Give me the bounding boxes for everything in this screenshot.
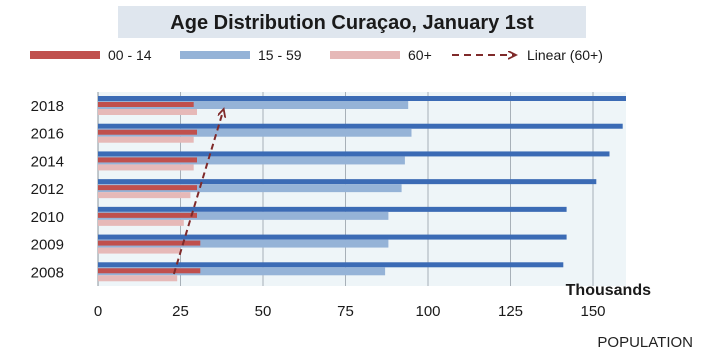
total-bar <box>98 123 623 129</box>
total-bar <box>98 262 564 268</box>
total-bar <box>98 234 567 240</box>
y-category-label: 2018 <box>31 98 64 115</box>
legend-swatch <box>180 51 250 59</box>
x-tick-label: 50 <box>255 303 272 320</box>
total-bar <box>98 96 626 101</box>
y-category-label: 2010 <box>31 209 64 226</box>
y-category-label: 2012 <box>31 181 64 198</box>
bar-00-14 <box>98 129 197 135</box>
bar-00-14 <box>98 212 197 218</box>
bar-15-59 <box>98 184 402 193</box>
bar-60-plus <box>98 219 184 226</box>
x-tick-label: 75 <box>337 303 354 320</box>
legend-label: Linear (60+) <box>527 47 603 63</box>
bar-60-plus <box>98 136 194 143</box>
legend-swatch <box>330 51 400 59</box>
bar-00-14 <box>98 268 201 274</box>
bar-60-plus <box>98 247 181 254</box>
bar-15-59 <box>98 239 389 248</box>
x-tick-label: 0 <box>94 303 102 320</box>
x-tick-label: 125 <box>498 303 523 320</box>
legend: 00 - 14 15 - 59 60+ Linear (60+) <box>30 47 603 63</box>
legend-label: 15 - 59 <box>258 47 302 63</box>
y-category-label: 2014 <box>31 153 64 170</box>
bar-00-14 <box>98 185 197 191</box>
bar-60-plus <box>98 192 191 199</box>
side-label: POPULATION <box>597 334 693 351</box>
legend-label: 00 - 14 <box>108 47 152 63</box>
x-tick-label: 100 <box>415 303 440 320</box>
y-category-label: 2009 <box>31 237 64 254</box>
bar-00-14 <box>98 102 194 107</box>
bar-60-plus <box>98 275 178 282</box>
total-bar <box>98 179 597 185</box>
x-axis-unit-label: Thousands <box>566 282 651 299</box>
legend-swatch <box>30 51 100 59</box>
bar-60-plus <box>98 164 194 171</box>
bar-15-59 <box>98 101 409 109</box>
total-bar <box>98 206 567 212</box>
trendline <box>172 110 224 275</box>
bar-00-14 <box>98 157 197 163</box>
y-category-label: 2008 <box>31 264 64 281</box>
y-category-label: 2016 <box>31 126 64 143</box>
legend-label: 60+ <box>408 47 432 63</box>
chart-title-background <box>118 6 586 38</box>
plot-area: 0 25 50 75 100 125 150 2008 2009 2010 2012 2014 2016… <box>31 92 626 320</box>
x-tick-label: 150 <box>580 303 605 320</box>
x-tick-label: 25 <box>172 303 189 320</box>
total-bar <box>98 151 610 157</box>
bar-60-plus <box>98 109 197 115</box>
bar-15-59 <box>98 211 389 220</box>
bar-00-14 <box>98 240 201 246</box>
bar-15-59 <box>98 156 405 165</box>
chart-title: Age Distribution Curaçao, January 1st <box>170 12 534 34</box>
bar-15-59 <box>98 267 386 276</box>
bar-15-59 <box>98 128 412 137</box>
